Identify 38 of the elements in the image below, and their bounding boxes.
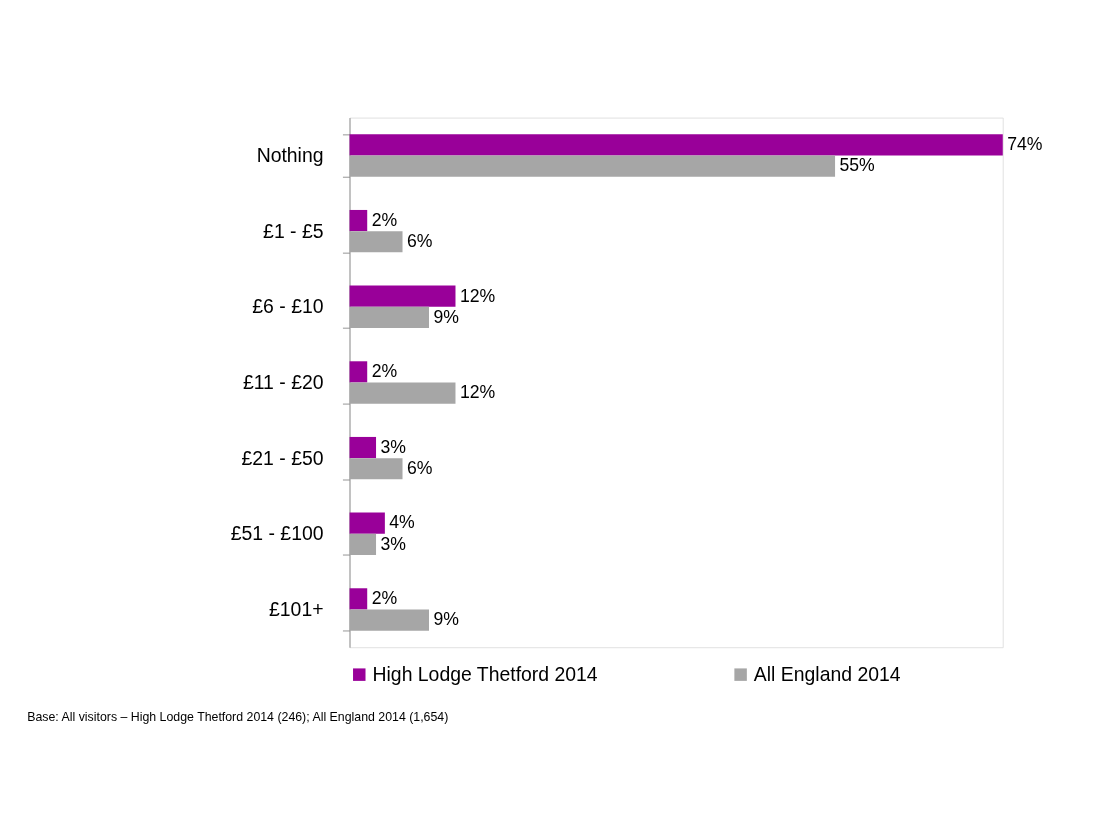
bar [349,609,429,631]
bar [349,209,368,232]
y-tick-label: £6 - £10 [252,295,324,318]
y-tick-label: £11 - £20 [242,371,324,394]
bar [349,458,403,480]
data-label: 9% [433,306,460,327]
legend-label: High Lodge Thetford 2014 [372,662,598,685]
bar [349,512,385,534]
y-tick-label: £1 - £5 [263,219,324,242]
data-label: 2% [371,209,398,230]
text: Base: All visitors – High Lodge Thetford 2014 (246); All England 2014 (1,654) [27,709,449,724]
data-label: 12% [459,285,496,306]
data-label: 4% [389,512,416,533]
data-label: 3% [380,533,407,554]
bar [349,382,456,404]
data-label: 2% [371,588,398,609]
bar [349,285,456,307]
data-label: 6% [406,231,433,252]
y-tick-label: £51 - £100 [230,522,324,545]
bar [349,155,836,177]
data-label: 55% [839,155,876,176]
bar [349,533,377,555]
data-label: 74% [1007,134,1043,155]
y-tick-label: £21 - £50 [241,446,324,469]
bar [349,231,403,253]
bar [349,361,368,383]
data-label: 9% [433,609,460,630]
data-label: 3% [380,436,407,457]
bar [349,306,429,328]
data-label: 2% [371,361,398,382]
legend-label: All England 2014 [753,662,901,685]
y-tick-label: Nothing [256,144,324,167]
bar [349,436,377,459]
data-label: 6% [406,458,433,479]
bar [349,134,1003,156]
bar [349,588,368,610]
data-label: 12% [459,382,496,403]
y-tick-label: £101+ [269,598,324,621]
